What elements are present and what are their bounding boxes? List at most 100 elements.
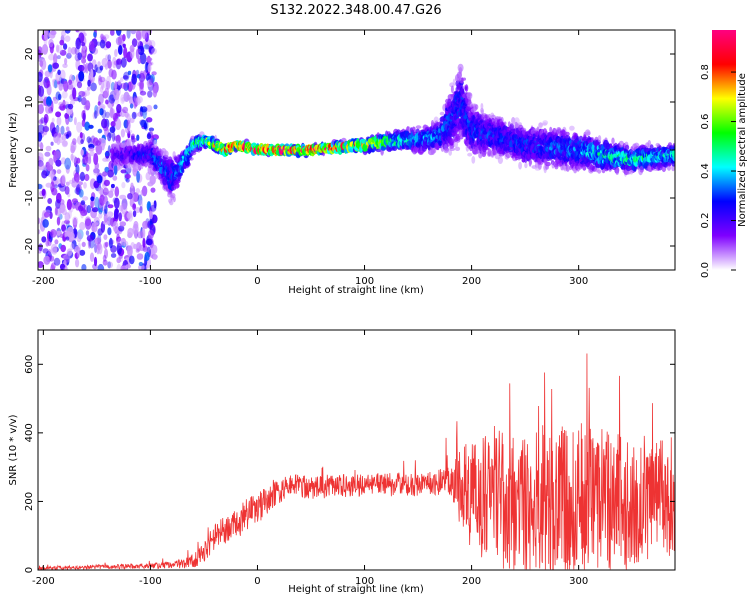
heatmap-cell	[42, 248, 48, 253]
heatmap-cell	[133, 244, 137, 249]
heatmap-cell	[133, 210, 136, 217]
heatmap-cell	[64, 158, 71, 170]
heatmap-cell	[50, 30, 56, 35]
heatmap-cell	[94, 238, 101, 245]
heatmap-cell	[64, 58, 67, 65]
heatmap-cell	[569, 126, 575, 131]
heatmap-cell	[54, 151, 61, 159]
heatmap-cell	[611, 138, 614, 145]
heatmap-cell	[97, 175, 103, 183]
heatmap-cell	[100, 40, 106, 49]
heatmap-cell	[115, 118, 121, 130]
heatmap-cell	[107, 170, 114, 178]
heatmap-cell	[110, 108, 114, 119]
heatmap-cell	[416, 125, 422, 129]
heatmap-cell	[136, 135, 139, 141]
heatmap-cell	[47, 198, 52, 204]
heatmap-cell	[48, 39, 53, 47]
heatmap-cell	[54, 80, 57, 89]
heatmap-cell	[462, 78, 466, 81]
heatmap-cell	[118, 212, 122, 221]
heatmap-cell	[79, 250, 85, 256]
heatmap-cell	[104, 180, 110, 186]
heatmap-cell	[83, 113, 86, 121]
heatmap-cell	[585, 129, 591, 136]
heatmap-cell	[107, 211, 114, 217]
heatmap-cell	[44, 152, 50, 157]
heatmap-cell	[89, 41, 95, 52]
heatmap-cell	[76, 122, 82, 133]
heatmap-cell	[498, 156, 503, 164]
heatmap-cell	[123, 75, 129, 79]
heatmap-cell	[149, 211, 153, 219]
heatmap-cell	[51, 188, 57, 196]
heatmap-cell	[38, 86, 44, 97]
heatmap-cell	[504, 122, 507, 126]
heatmap-cell	[126, 95, 130, 101]
heatmap-cell	[440, 112, 445, 116]
heatmap-cell	[153, 86, 158, 98]
heatmap-cell	[107, 227, 111, 235]
heatmap-cell	[88, 157, 92, 165]
heatmap-cell	[88, 125, 93, 129]
heatmap-cell	[47, 239, 51, 246]
heatmap-cell	[136, 29, 143, 41]
heatmap-cell	[149, 61, 154, 65]
heatmap-cell	[98, 129, 103, 134]
heatmap-cell	[467, 153, 472, 157]
heatmap-cell	[78, 91, 85, 97]
heatmap-cell	[41, 170, 47, 178]
heatmap-cell	[133, 203, 136, 209]
heatmap-cell	[39, 144, 44, 148]
heatmap-cell	[121, 97, 126, 102]
heatmap-cell	[130, 183, 133, 189]
heatmap-cell	[471, 156, 475, 164]
heatmap-cell	[164, 150, 169, 157]
heatmap-cell	[76, 232, 81, 242]
heatmap-cell	[72, 87, 76, 99]
heatmap-cell	[83, 154, 89, 165]
heatmap-cell	[43, 126, 50, 132]
heatmap-cell	[46, 146, 52, 152]
heatmap-cell	[615, 170, 619, 175]
heatmap-cell	[55, 207, 58, 216]
heatmap-cell	[72, 198, 78, 203]
heatmap-cell	[49, 256, 54, 262]
heatmap-cell	[104, 213, 108, 222]
heatmap-cell	[115, 186, 120, 197]
heatmap-cell	[153, 254, 158, 260]
heatmap-cell	[126, 178, 130, 182]
heatmap-cell	[524, 162, 527, 168]
heatmap-cell	[50, 170, 54, 180]
heatmap-cell	[39, 97, 43, 101]
heatmap-cell	[451, 86, 454, 94]
heatmap-cell	[127, 228, 134, 236]
heatmap-cell	[55, 111, 61, 117]
heatmap-cell	[121, 83, 127, 89]
heatmap-cell	[116, 59, 122, 69]
heatmap-cell	[174, 182, 180, 188]
heatmap-cell	[54, 258, 61, 266]
heatmap-cell	[127, 245, 133, 257]
heatmap-cell	[74, 246, 80, 252]
heatmap-cell	[62, 91, 68, 99]
heatmap-cell	[68, 80, 72, 85]
heatmap-cell	[449, 146, 453, 149]
heatmap-cell	[68, 47, 72, 56]
heatmap-cell	[72, 155, 77, 163]
heatmap-cell	[99, 77, 105, 82]
heatmap-cell	[67, 227, 74, 238]
heatmap-cell	[467, 92, 473, 99]
heatmap-cell	[65, 186, 70, 195]
heatmap-cell	[103, 234, 107, 240]
heatmap-cell	[92, 222, 95, 232]
heatmap-cell	[82, 242, 86, 247]
heatmap-cell	[80, 172, 85, 181]
heatmap-cell	[101, 119, 107, 129]
figure-title: S132.2022.348.00.47.G26	[270, 3, 441, 18]
heatmap-cell	[96, 67, 103, 74]
heatmap-cell	[113, 89, 119, 101]
heatmap-cell	[80, 132, 83, 138]
heatmap-cell	[150, 205, 156, 212]
